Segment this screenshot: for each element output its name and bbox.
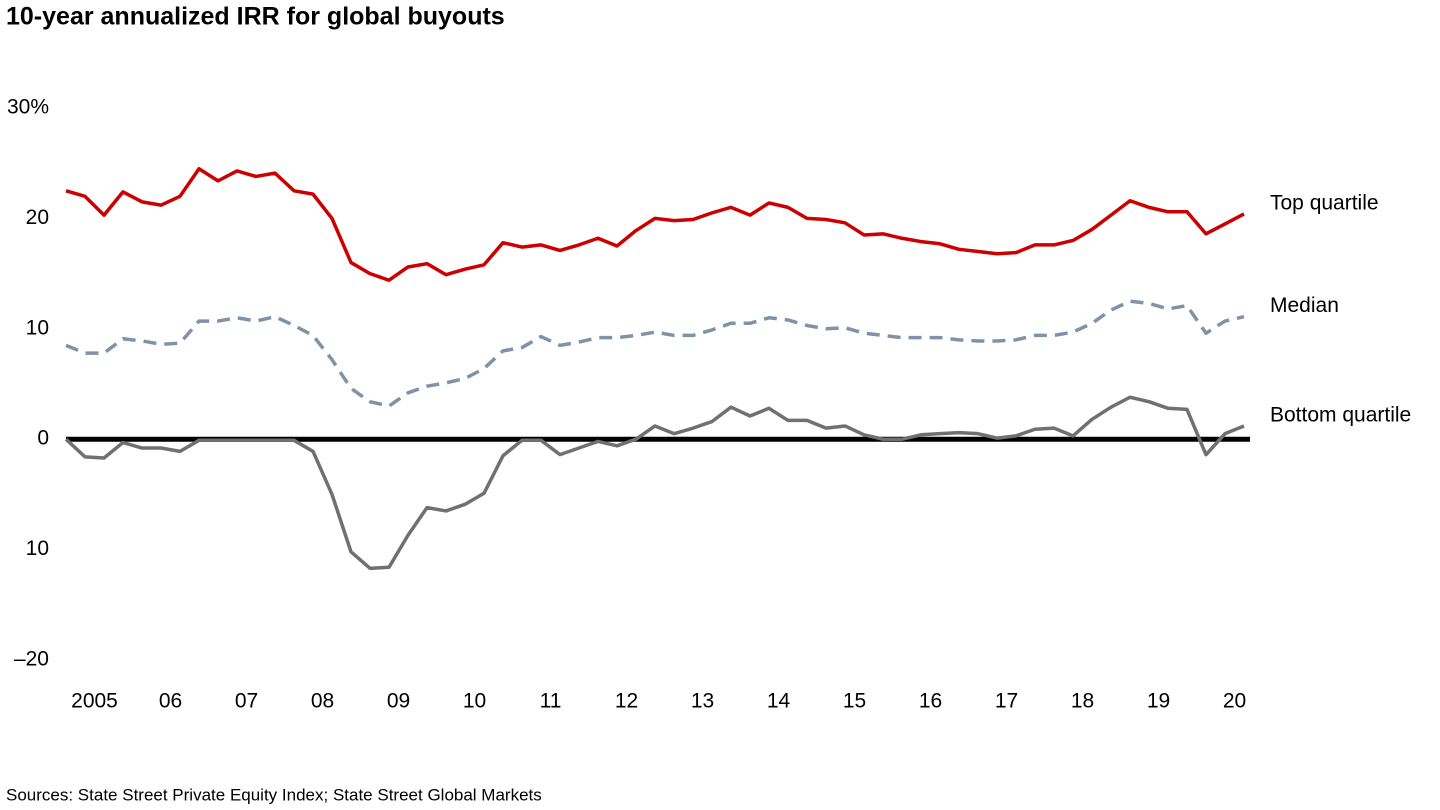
series-label: Bottom quartile xyxy=(1270,403,1411,426)
x-tick-label: 18 xyxy=(1071,690,1094,713)
x-tick-label: 11 xyxy=(540,690,562,713)
x-tick-label: 14 xyxy=(767,690,791,713)
y-tick-label: –20 xyxy=(14,648,49,671)
y-tick-label: 10 xyxy=(26,316,49,339)
series-label: Median xyxy=(1270,294,1339,317)
source-note: Sources: State Street Private Equity Ind… xyxy=(6,785,542,804)
series-label: Top quartile xyxy=(1270,192,1379,215)
x-tick-label: 08 xyxy=(311,690,334,713)
x-tick-label: 16 xyxy=(919,690,942,713)
x-tick-label: 13 xyxy=(691,690,714,713)
series-line xyxy=(64,395,1245,571)
series-line xyxy=(65,166,1245,282)
y-tick-label: 30% xyxy=(7,96,49,119)
y-tick-label: 20 xyxy=(26,206,49,229)
chart-title: 10-year annualized IRR for global buyout… xyxy=(6,3,505,31)
x-tick-label: 20 xyxy=(1223,690,1246,713)
x-tick-label: 17 xyxy=(995,690,1018,713)
x-tick-label: 12 xyxy=(615,690,638,713)
y-tick-label: 10 xyxy=(26,537,49,560)
x-tick-label: 09 xyxy=(387,690,410,713)
x-tick-label: 07 xyxy=(235,690,258,713)
y-tick-label: 0 xyxy=(37,427,49,450)
x-tick-label: 06 xyxy=(159,690,182,713)
x-tick-label: 2005 xyxy=(71,690,118,713)
x-tick-label: 15 xyxy=(843,690,866,713)
series-line xyxy=(65,299,1245,408)
x-tick-label: 10 xyxy=(463,690,486,713)
x-tick-label: 19 xyxy=(1147,690,1170,713)
